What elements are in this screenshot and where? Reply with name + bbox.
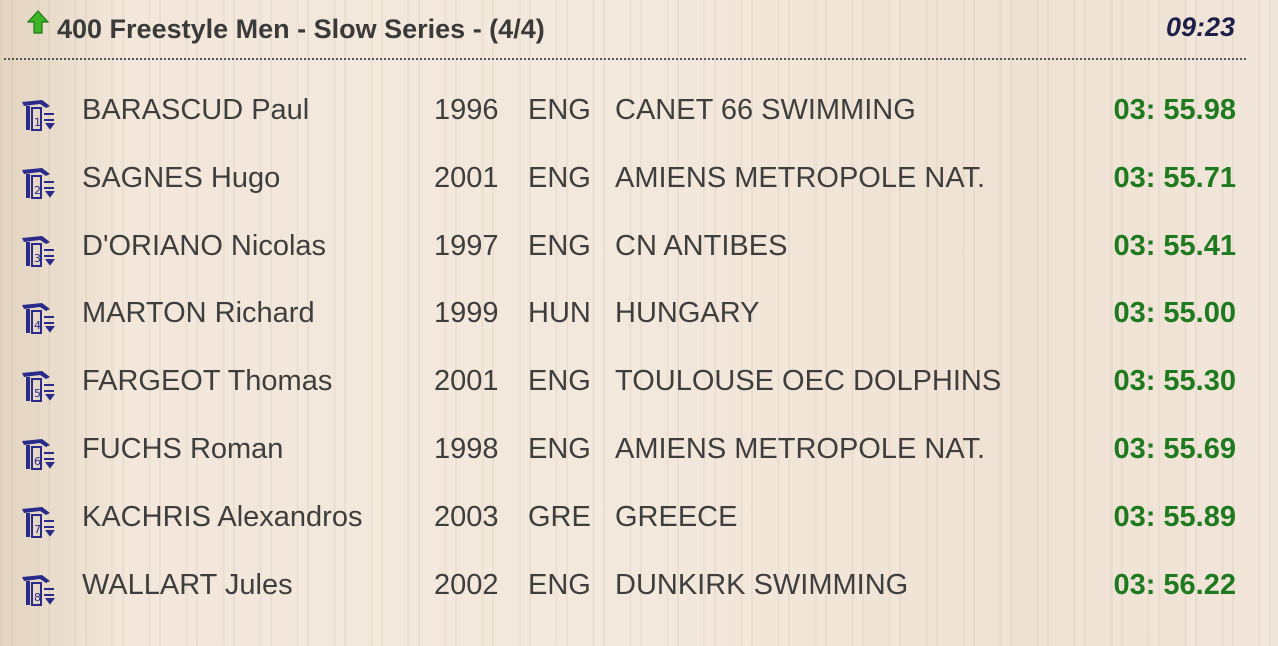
birth-year: 1997 [434, 229, 499, 262]
swimmer-name: FARGEOT Thomas [82, 365, 333, 398]
swimmer-row: 8 WALLART Jules 2002 ENG DUNKIRK SWIMMIN… [0, 561, 1278, 611]
club-name: TOULOUSE OEC DOLPHINS [615, 365, 1002, 398]
starting-block-lane-icon: 8 [22, 574, 55, 606]
country-code: ENG [528, 568, 591, 601]
heat-header: 400 Freestyle Men - Slow Series - (4/4) … [0, 0, 1278, 58]
club-name: CANET 66 SWIMMING [615, 94, 916, 126]
country-code: ENG [528, 365, 591, 398]
entry-time: 03: 55.30 [1113, 365, 1236, 398]
country-code: ENG [528, 433, 591, 465]
birth-year: 1996 [434, 94, 499, 126]
club-name: CN ANTIBES [615, 229, 788, 262]
header-divider [4, 58, 1246, 60]
swimmer-name: KACHRIS Alexandros [82, 500, 363, 533]
svg-text:6: 6 [34, 455, 41, 468]
starting-block-lane-icon: 2 [22, 167, 55, 199]
swimmer-name: BARASCUD Paul [82, 94, 310, 126]
entry-time: 03: 55.89 [1113, 500, 1236, 533]
entry-time: 03: 55.00 [1113, 297, 1236, 330]
starting-block-lane-icon: 5 [22, 371, 55, 403]
svg-text:4: 4 [34, 319, 41, 332]
starting-block-lane-icon: 1 [22, 100, 55, 131]
country-code: GRE [528, 500, 591, 533]
swimmer-row: 7 KACHRIS Alexandros 2003 GRE GREECE 03:… [0, 493, 1278, 543]
svg-text:3: 3 [34, 252, 41, 265]
swimmer-name: D'ORIANO Nicolas [82, 229, 327, 262]
starting-block-lane-icon: 7 [22, 506, 55, 538]
entry-time: 03: 56.22 [1113, 568, 1236, 601]
entry-time: 03: 55.69 [1113, 433, 1236, 465]
clock: 09:23 [1165, 12, 1235, 42]
country-code: ENG [528, 161, 591, 194]
country-code: ENG [528, 229, 591, 262]
swimmer-row: 1 BARASCUD Paul 1996 ENG CANET 66 SWIMMI… [0, 86, 1278, 136]
birth-year: 2001 [434, 161, 499, 194]
club-name: HUNGARY [615, 297, 760, 330]
club-name: AMIENS METROPOLE NAT. [615, 433, 986, 465]
swimmer-name: WALLART Jules [82, 568, 293, 601]
birth-year: 2003 [434, 500, 499, 533]
swimmer-row: 3 D'ORIANO Nicolas 1997 ENG CN ANTIBES 0… [0, 222, 1278, 272]
svg-text:5: 5 [34, 387, 41, 400]
country-code: HUN [528, 297, 591, 330]
starting-block-lane-icon: 6 [22, 439, 55, 470]
birth-year: 2001 [434, 365, 499, 398]
birth-year: 2002 [434, 568, 499, 601]
swimmer-row: 5 FARGEOT Thomas 2001 ENG TOULOUSE OEC D… [0, 357, 1278, 407]
starting-block-lane-icon: 4 [22, 303, 55, 335]
swimmer-name: SAGNES Hugo [82, 161, 281, 194]
entry-time: 03: 55.98 [1113, 94, 1236, 126]
country-code: ENG [528, 94, 591, 126]
swimmer-row: 2 SAGNES Hugo 2001 ENG AMIENS METROPOLE … [0, 154, 1278, 204]
birth-year: 1998 [434, 433, 499, 465]
swimmer-name: MARTON Richard [82, 297, 315, 330]
svg-text:2: 2 [34, 184, 41, 197]
club-name: AMIENS METROPOLE NAT. [615, 161, 986, 194]
entry-time: 03: 55.41 [1113, 229, 1236, 262]
entry-time: 03: 55.71 [1113, 161, 1236, 194]
up-arrow-icon [27, 10, 49, 34]
starting-block-lane-icon: 3 [22, 235, 55, 267]
club-name: GREECE [615, 500, 738, 533]
swimmer-name: FUCHS Roman [82, 433, 284, 465]
club-name: DUNKIRK SWIMMING [615, 568, 909, 601]
swimmer-row: 6 FUCHS Roman 1998 ENG AMIENS METROPOLE … [0, 425, 1278, 475]
birth-year: 1999 [434, 297, 499, 330]
event-title: 400 Freestyle Men - Slow Series - (4/4) [57, 14, 545, 44]
svg-text:1: 1 [34, 116, 41, 129]
swimmer-row: 4 MARTON Richard 1999 HUN HUNGARY 03: 55… [0, 289, 1278, 339]
svg-text:7: 7 [34, 523, 41, 536]
svg-text:8: 8 [34, 591, 41, 604]
